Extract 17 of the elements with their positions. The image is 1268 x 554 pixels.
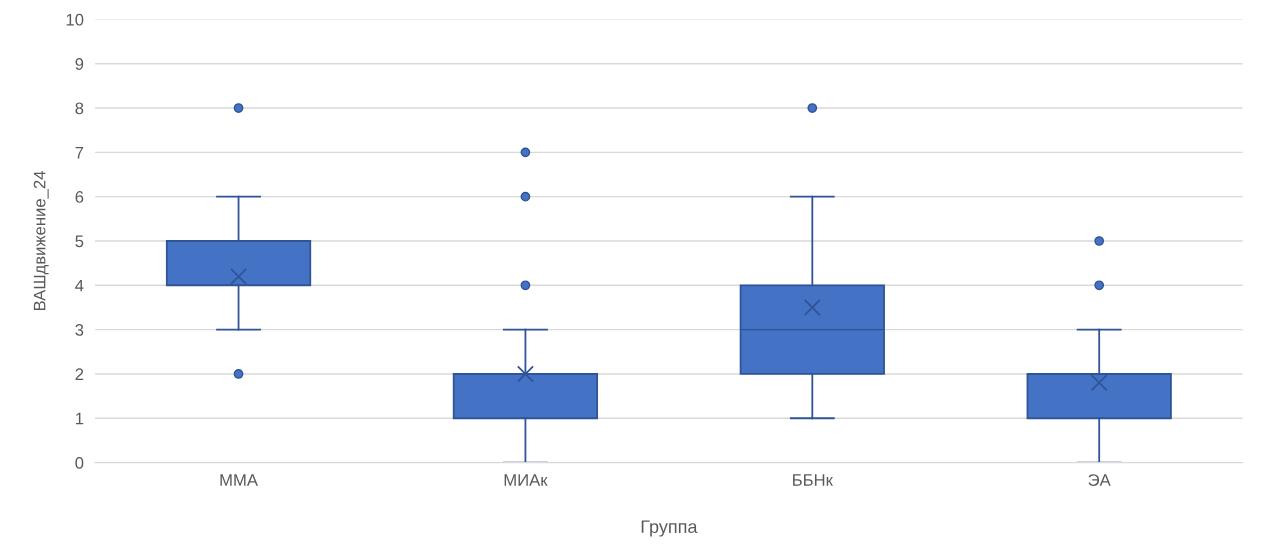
x-tick-label: ЭА [1088,474,1111,486]
y-tick-label: 1 [75,412,84,425]
x-tick-label: МИАк [504,474,548,486]
y-tick-label: 0 [75,456,84,469]
y-tick-label: 4 [75,279,84,292]
y-tick-label: 3 [75,324,84,336]
y-tick-label: 10 [66,13,84,26]
y-tick-label: 2 [75,368,84,380]
x-tick-label: ММА [220,474,258,486]
y-tick-label: 8 [75,102,84,115]
x-tick-label: ББНк [793,474,833,486]
x-axis-title: Группа [641,520,698,537]
y-tick-label: 6 [75,191,84,203]
y-tick-label: 5 [75,235,84,248]
y-axis-title: ВАШдвижение_24 [33,171,49,311]
y-tick-label: 7 [75,146,84,159]
y-tick-label: 9 [75,58,84,70]
